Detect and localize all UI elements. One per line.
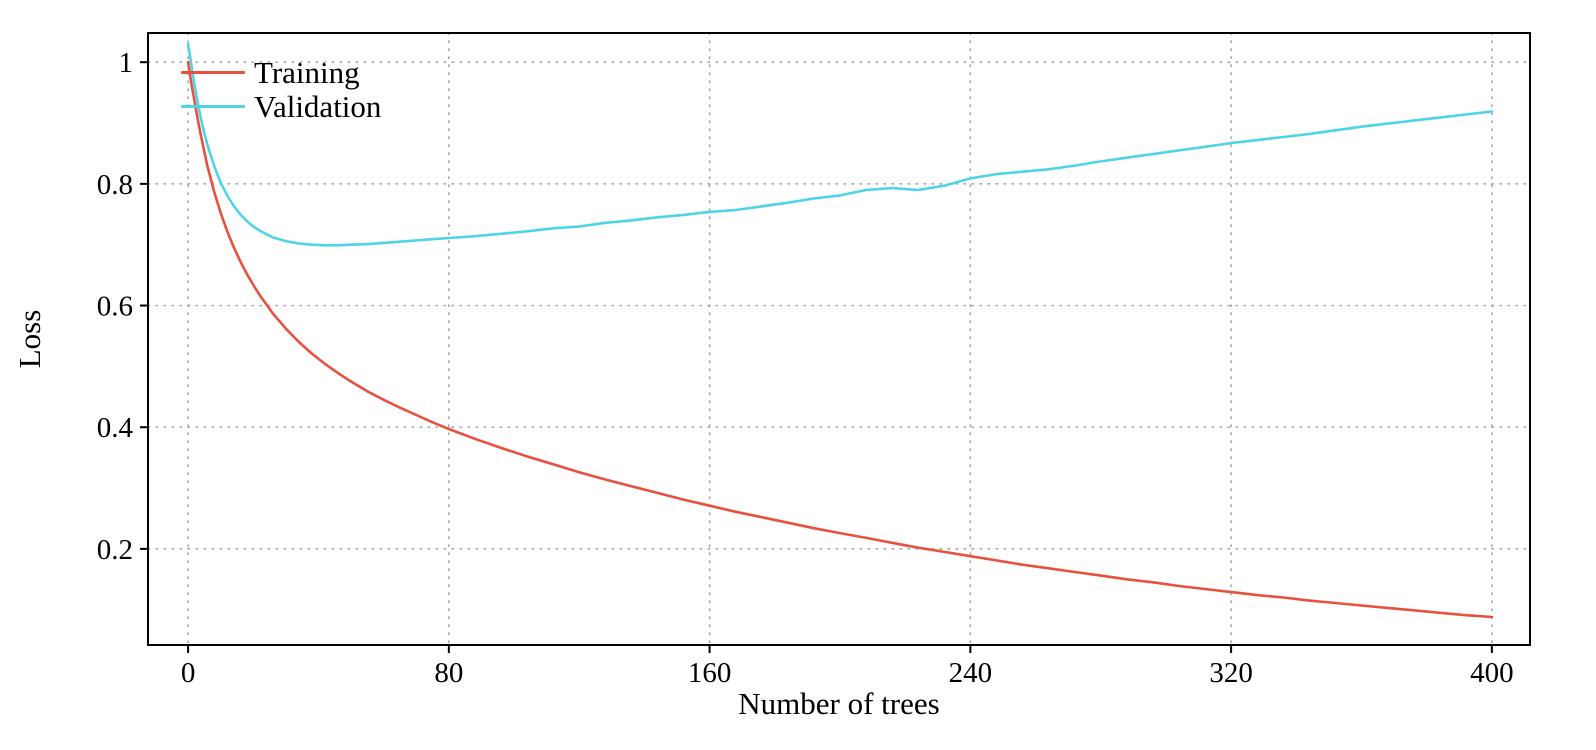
svg-text:0.8: 0.8	[97, 169, 133, 201]
legend-label-validation: Validation	[254, 88, 382, 124]
y-axis-label: Loss	[12, 309, 47, 369]
legend-item-validation: Validation	[181, 89, 381, 123]
validation-line-swatch	[181, 104, 245, 108]
x-axis-label: Number of trees	[738, 686, 940, 721]
svg-text:0.6: 0.6	[97, 291, 133, 323]
svg-text:1: 1	[119, 47, 134, 79]
legend: Training Validation	[181, 55, 381, 123]
legend-item-training: Training	[181, 55, 381, 89]
svg-text:240: 240	[949, 657, 993, 689]
svg-text:0: 0	[181, 657, 196, 689]
svg-text:0.4: 0.4	[97, 412, 134, 444]
svg-text:0.2: 0.2	[97, 534, 133, 566]
svg-text:160: 160	[688, 657, 732, 689]
svg-text:80: 80	[434, 657, 463, 689]
svg-text:320: 320	[1209, 657, 1253, 689]
svg-text:400: 400	[1470, 657, 1514, 689]
training-line-swatch	[181, 70, 245, 74]
legend-label-training: Training	[254, 54, 360, 90]
